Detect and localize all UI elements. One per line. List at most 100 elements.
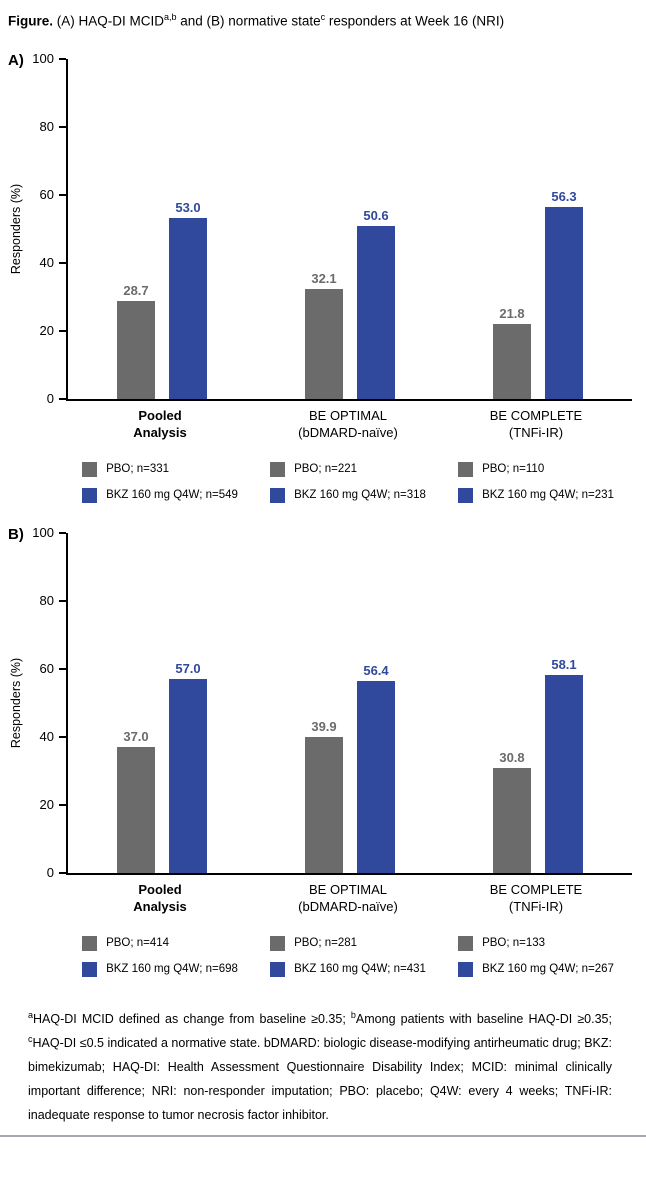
figure-title-seg1: (A) HAQ-DI MCID — [53, 13, 165, 29]
pbo-legend-label: PBO; n=414 — [106, 937, 170, 950]
y-tick-mark — [59, 261, 66, 264]
y-tick-mark — [59, 531, 66, 534]
bkz-legend-label: BKZ 160 mg Q4W; n=231 — [482, 489, 614, 502]
y-tick-label: 20 — [39, 322, 54, 338]
y-tick-label: 0 — [46, 390, 54, 406]
panel-label-a: A) — [8, 51, 24, 69]
bkz-bar — [545, 675, 583, 873]
legend-column: PBO; n=414 BKZ 160 mg Q4W; n=698 — [66, 935, 254, 977]
pbo-legend-swatch-icon — [458, 935, 474, 951]
pbo-legend-label: PBO; n=281 — [294, 937, 358, 950]
bkz-legend-swatch-icon — [458, 961, 474, 977]
chart-panel-a: A) Responders (%) 0 20 40 60 80 100 28.7 53.0 32.1… — [0, 51, 646, 503]
bkz-bar — [169, 678, 207, 873]
pbo-legend-swatch-icon — [458, 461, 474, 477]
pbo-bar — [493, 767, 531, 873]
legend-inner: PBO; n=414 BKZ 160 mg Q4W; n=698 — [82, 935, 238, 977]
footnote-seg-c: HAQ-DI ≤0.5 indicated a normative state.… — [28, 1036, 612, 1122]
chart-panel-b: B) Responders (%) 0 20 40 60 80 100 37.0 57.0 39.9… — [0, 525, 646, 977]
bkz-legend-label: BKZ 160 mg Q4W; n=318 — [294, 489, 426, 502]
pbo-bar — [493, 324, 531, 399]
pbo-legend-item: PBO; n=331 — [82, 461, 238, 477]
y-tick-label: 20 — [39, 796, 54, 812]
pbo-legend-item: PBO; n=221 — [270, 461, 426, 477]
legend-column: PBO; n=110 BKZ 160 mg Q4W; n=231 — [442, 461, 630, 503]
legend-column: PBO; n=133 BKZ 160 mg Q4W; n=267 — [442, 935, 630, 977]
plot-row-b: B) Responders (%) 0 20 40 60 80 100 37.0 57.0 39.9… — [8, 525, 632, 880]
y-tick-mark — [59, 803, 66, 806]
panel-label-b: B) — [8, 525, 24, 543]
pbo-bar-unit: 37.0 — [117, 533, 155, 873]
bkz-bar — [357, 680, 395, 873]
bkz-bar-unit: 56.4 — [357, 533, 395, 873]
x-category-label: BE OPTIMAL (bDMARD-naïve) — [254, 881, 442, 916]
legend-column: PBO; n=331 BKZ 160 mg Q4W; n=549 — [66, 461, 254, 503]
bkz-legend-label: BKZ 160 mg Q4W; n=549 — [106, 489, 238, 502]
x-category-label-line2: (bDMARD-naïve) — [298, 899, 398, 915]
x-axis-labels: Pooled Analysis BE OPTIMAL (bDMARD-naïve) BE… — [66, 407, 630, 442]
bar-groups: 37.0 57.0 39.9 56.4 30.8 58.1 — [68, 533, 632, 873]
bkz-legend-swatch-icon — [270, 961, 286, 977]
pbo-legend-swatch-icon — [82, 935, 98, 951]
y-tick-mark — [59, 599, 66, 602]
x-category-label: BE COMPLETE (TNFi-IR) — [442, 881, 630, 916]
bkz-bar-value-label: 57.0 — [175, 660, 201, 676]
pbo-bar-value-label: 21.8 — [499, 306, 525, 322]
x-category-label-line1: Pooled — [138, 407, 182, 423]
bkz-bar-unit: 56.3 — [545, 59, 583, 399]
y-tick-mark — [59, 57, 66, 60]
pbo-bar — [305, 289, 343, 399]
bkz-legend-item: BKZ 160 mg Q4W; n=549 — [82, 487, 238, 503]
x-category-label: BE COMPLETE (TNFi-IR) — [442, 407, 630, 442]
bkz-bar-value-label: 56.4 — [363, 662, 389, 678]
figure-title-prefix: Figure. — [8, 13, 54, 29]
bkz-legend-swatch-icon — [270, 487, 286, 503]
pbo-legend-item: PBO; n=110 — [458, 461, 614, 477]
bkz-bar — [545, 207, 583, 399]
y-tick-label: 100 — [32, 50, 54, 66]
figure-title-seg3: responders at Week 16 (NRI) — [325, 13, 505, 29]
bkz-bar-unit: 53.0 — [169, 59, 207, 399]
bkz-bar-unit: 50.6 — [357, 59, 395, 399]
bkz-legend-label: BKZ 160 mg Q4W; n=267 — [482, 963, 614, 976]
figure-title-superscript-ab: a,b — [164, 12, 177, 22]
y-axis-title-wrap: Responders (%) — [8, 533, 24, 873]
bkz-legend-swatch-icon — [458, 487, 474, 503]
x-category-label-line2: Analysis — [133, 425, 187, 441]
x-category-label-line2: (TNFi-IR) — [508, 425, 564, 441]
x-category-label: Pooled Analysis — [66, 881, 254, 916]
bkz-legend-label: BKZ 160 mg Q4W; n=698 — [106, 963, 238, 976]
bkz-bar — [169, 218, 207, 399]
bar-group: 32.1 50.6 — [256, 59, 444, 399]
pbo-bar-value-label: 39.9 — [311, 718, 337, 734]
x-category-label-line1: Pooled — [138, 881, 182, 897]
figure-title: Figure. (A) HAQ-DI MCIDa,b and (B) norma… — [8, 12, 634, 29]
pbo-bar-unit: 32.1 — [305, 59, 343, 399]
y-tick-label: 100 — [32, 524, 54, 540]
pbo-legend-item: PBO; n=414 — [82, 935, 238, 951]
y-tick-label: 0 — [46, 864, 54, 880]
legend-inner: PBO; n=133 BKZ 160 mg Q4W; n=267 — [458, 935, 614, 977]
footnote-superscript-b: b — [350, 1009, 356, 1020]
x-category-label: Pooled Analysis — [66, 407, 254, 442]
legend-inner: PBO; n=281 BKZ 160 mg Q4W; n=431 — [270, 935, 426, 977]
footnote-superscript-c: c — [28, 1033, 33, 1044]
bkz-bar-value-label: 58.1 — [551, 657, 577, 673]
x-category-label-line2: Analysis — [133, 899, 187, 915]
pbo-legend-swatch-icon — [82, 461, 98, 477]
pbo-bar — [117, 300, 155, 399]
figure-title-seg2: and (B) normative state — [176, 13, 321, 29]
x-category-label-line1: BE COMPLETE — [489, 881, 583, 897]
figure-title-superscript-c: c — [320, 12, 326, 22]
y-tick-label: 60 — [39, 186, 54, 202]
pbo-legend-label: PBO; n=133 — [482, 937, 546, 950]
pbo-bar-unit: 39.9 — [305, 533, 343, 873]
footnote-seg-a: HAQ-DI MCID defined as change from basel… — [33, 1011, 351, 1026]
bkz-bar — [357, 226, 395, 399]
y-tick-mark — [59, 871, 66, 874]
bkz-legend-item: BKZ 160 mg Q4W; n=318 — [270, 487, 426, 503]
bottom-rule — [0, 1135, 646, 1137]
plot-area-a: 0 20 40 60 80 100 28.7 53.0 32.1 50.6 21.8 56.3 — [32, 51, 632, 406]
bar-group: 30.8 58.1 — [444, 533, 632, 873]
y-tick-mark — [59, 735, 66, 738]
